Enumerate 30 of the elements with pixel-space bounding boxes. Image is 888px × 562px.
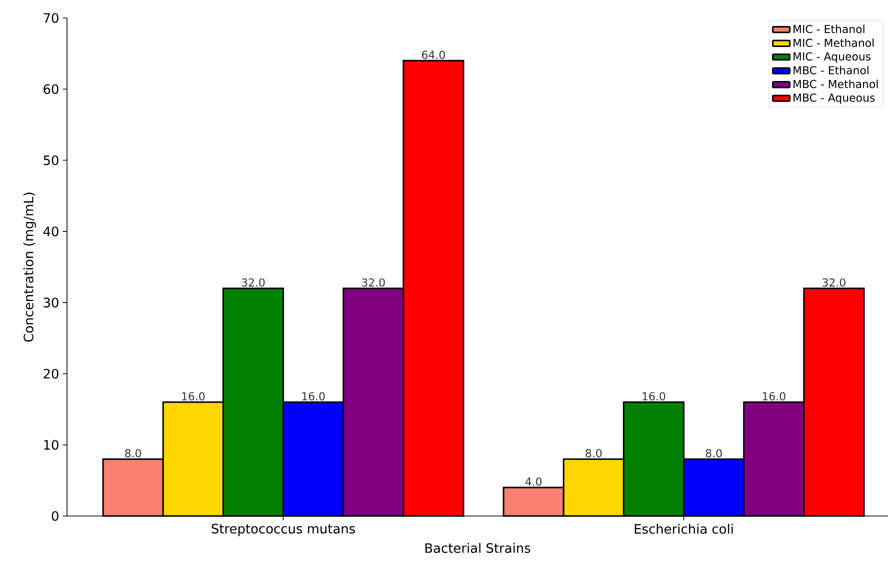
y-tick-label: 60 <box>44 84 58 94</box>
data-label: 32.0 <box>242 278 265 287</box>
legend-label: MBC - Aqueous <box>794 94 875 104</box>
data-label: 16.0 <box>762 392 786 400</box>
data-label: 32.0 <box>822 278 846 287</box>
y-tick-label: 70 <box>44 13 58 23</box>
legend-label: MIC - Methanol <box>794 38 874 47</box>
data-label: 8.0 <box>586 449 602 458</box>
y-tick-label: 30 <box>44 298 58 308</box>
data-label: 64.0 <box>422 50 445 59</box>
data-label: 16.0 <box>642 392 666 400</box>
legend-label: MBC - Ethanol <box>794 66 868 74</box>
data-label: 16.0 <box>302 392 325 400</box>
y-tick-label: 40 <box>43 226 58 236</box>
x-tick-label: Streptococcus mutans <box>212 524 355 536</box>
data-label: 4.0 <box>525 478 542 486</box>
x-axis-title: Bacterial Strains <box>425 542 530 553</box>
legend-label: MBC - Methanol <box>794 80 878 88</box>
data-label: 32.0 <box>362 278 385 287</box>
data-label: 16.0 <box>182 392 205 400</box>
y-axis-title: Concentration (mg/mL) <box>23 192 36 342</box>
y-tick-label: 20 <box>44 368 58 379</box>
data-label: 8.0 <box>125 449 142 458</box>
x-tick-label: Escherichia coli <box>634 524 733 534</box>
y-tick-label: 50 <box>44 155 58 166</box>
legend-label: MIC - Ethanol <box>794 24 864 34</box>
legend-label: MIC - Aqueous <box>794 52 871 63</box>
y-tick-label: 0 <box>52 511 58 521</box>
y-tick-label: 10 <box>44 440 58 450</box>
data-label: 8.0 <box>706 449 722 458</box>
